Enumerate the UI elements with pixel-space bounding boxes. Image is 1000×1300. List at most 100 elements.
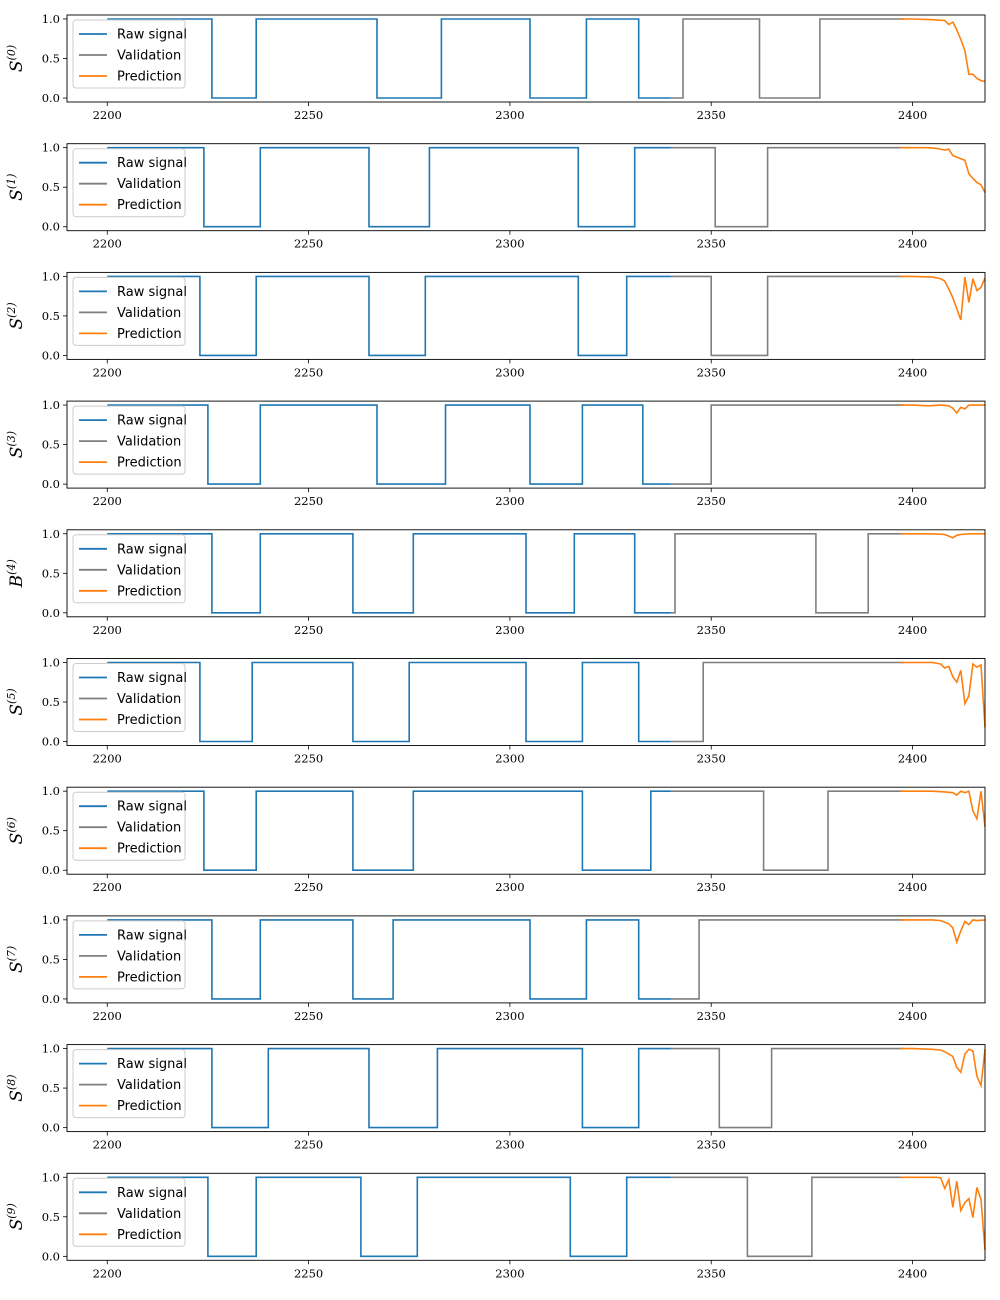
x-tick-label: 2350 [697,1009,726,1023]
series-line-val [670,1047,905,1129]
subplot-4: 2200 2250 2300 2350 2400 0.0 0.5 1.0 B(4) Raw sig… [5,527,986,637]
y-tick-label: 1.0 [42,398,60,412]
series-line-raw [107,1047,671,1129]
legend: Raw signal Validation Prediction [72,534,187,604]
series-line-raw [107,790,671,872]
x-tick-label: 2350 [697,752,726,766]
x-tick-label: 2200 [93,623,122,637]
y-tick-label: 0.5 [42,1210,60,1224]
legend: Raw signal Validation Prediction [72,1049,187,1119]
x-tick-label: 2300 [495,1138,524,1152]
x-tick-label: 2200 [93,752,122,766]
y-axis-label-superscript: (6) [5,817,18,833]
x-tick-label: 2300 [495,237,524,251]
legend-label-pred: Prediction [117,456,182,471]
legend-label-pred: Prediction [117,970,182,985]
y-axis-label-superscript: (1) [5,174,18,190]
y-axis-label-superscript: (4) [5,559,18,575]
y-tick-label: 0.0 [42,606,60,620]
y-tick-label: 1.0 [42,655,60,669]
legend-label-val: Validation [117,821,181,836]
series-line-val [670,532,905,614]
x-tick-label: 2350 [697,494,726,508]
series-line-val [670,146,905,228]
series-line-raw [107,919,671,1000]
legend-label-val: Validation [117,306,181,321]
y-axis-label-superscript: (3) [5,431,18,447]
series-line-raw [107,404,671,485]
x-tick-label: 2300 [495,365,524,379]
axes-frame [66,14,986,103]
x-tick-label: 2300 [495,1266,524,1280]
y-tick-label: 0.0 [42,735,60,749]
legend-box [72,791,186,861]
x-tick-label: 2400 [898,237,927,251]
x-tick-label: 2200 [93,1138,122,1152]
x-tick-label: 2400 [898,365,927,379]
series-line-pred [900,532,985,539]
y-axis-label: S(2) [5,302,27,329]
series-line-pred [900,661,986,728]
subplot-9: 2200 2250 2300 2350 2400 0.0 0.5 1.0 S(9) Raw sig… [5,1170,986,1280]
series-line-raw [107,146,671,228]
y-tick-label: 0.5 [42,1081,60,1095]
legend-box [72,1049,186,1119]
x-tick-label: 2350 [697,1266,726,1280]
series-line-val [670,404,905,485]
x-tick-label: 2400 [898,623,927,637]
x-tick-label: 2200 [93,494,122,508]
y-tick-label: 1.0 [42,784,60,798]
x-tick-label: 2400 [898,108,927,122]
legend: Raw signal Validation Prediction [72,19,187,89]
x-tick-label: 2300 [495,108,524,122]
x-tick-label: 2200 [93,1266,122,1280]
y-tick-label: 1.0 [42,12,60,26]
legend-box [72,276,186,346]
legend-label-val: Validation [117,49,181,64]
legend: Raw signal Validation Prediction [72,405,187,475]
y-axis-label-superscript: (9) [5,1203,18,1219]
y-axis-label: B(4) [5,559,27,588]
y-axis-label: S(1) [5,174,27,201]
legend-label-val: Validation [117,1078,181,1093]
x-tick-label: 2200 [93,108,122,122]
subplot-8: 2200 2250 2300 2350 2400 0.0 0.5 1.0 S(8) Raw sig… [5,1042,986,1152]
series-line-pred [900,404,985,415]
x-tick-label: 2200 [93,880,122,894]
y-axis-label: S(8) [5,1074,27,1101]
y-axis-label: S(6) [5,817,27,844]
y-tick-label: 1.0 [42,269,60,283]
subplot-1: 2200 2250 2300 2350 2400 0.0 0.5 1.0 S(1) Raw sig… [5,141,986,251]
x-tick-label: 2400 [898,752,927,766]
x-tick-label: 2350 [697,880,726,894]
subplot-0: 2200 2250 2300 2350 2400 0.0 0.5 1.0 S(0) Raw sig… [5,12,986,122]
x-tick-label: 2300 [495,1009,524,1023]
legend-label-val: Validation [117,692,181,707]
x-tick-label: 2250 [294,365,323,379]
axes-frame [66,400,986,489]
legend-box [72,1177,186,1247]
legend-label-raw: Raw signal [117,1057,187,1072]
legend-box [72,19,186,89]
axes-frame [66,271,986,360]
legend-label-raw: Raw signal [117,542,187,557]
series-line-raw [107,1176,671,1258]
x-tick-label: 2300 [495,752,524,766]
x-tick-label: 2300 [495,623,524,637]
x-tick-label: 2400 [898,880,927,894]
y-tick-label: 0.5 [42,566,60,580]
x-tick-label: 2350 [697,108,726,122]
legend-label-raw: Raw signal [117,800,187,815]
y-tick-label: 0.0 [42,477,60,491]
legend-label-val: Validation [117,1207,181,1222]
x-tick-label: 2350 [697,237,726,251]
y-tick-label: 1.0 [42,913,60,927]
x-tick-label: 2250 [294,1266,323,1280]
legend: Raw signal Validation Prediction [72,1177,187,1247]
series-line-pred [900,790,986,827]
legend-label-pred: Prediction [117,1099,182,1114]
x-tick-label: 2350 [697,1138,726,1152]
series-line-val [670,661,905,743]
x-tick-label: 2350 [697,623,726,637]
axes-frame [66,915,986,1004]
